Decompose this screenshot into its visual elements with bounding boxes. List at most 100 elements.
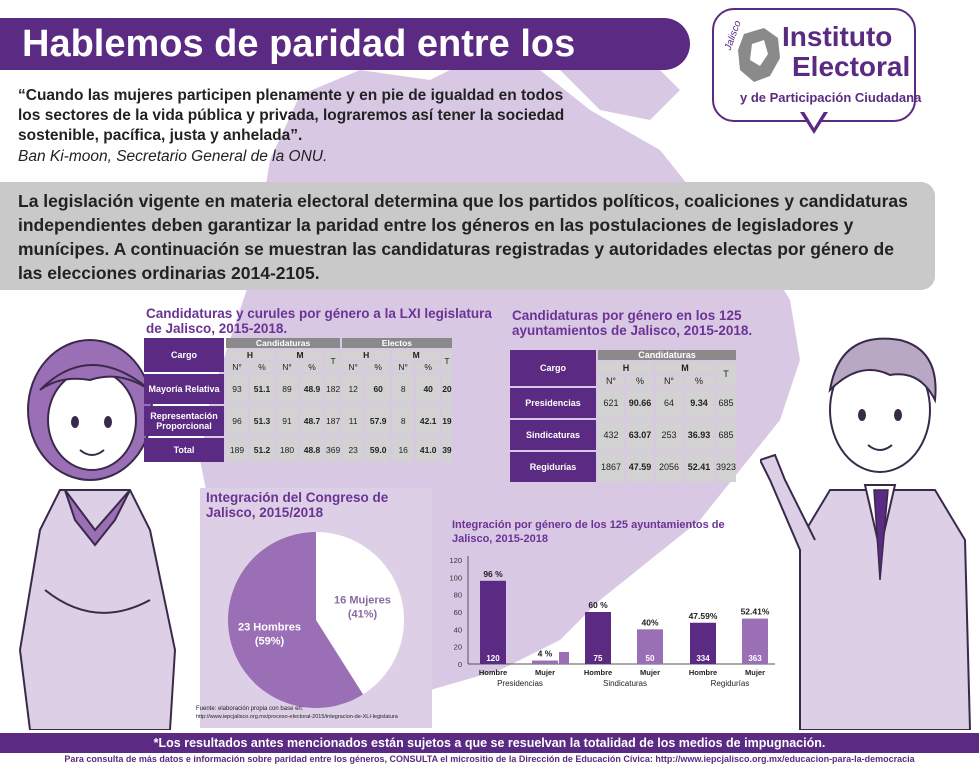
table-row: Presidencias 621 90.66 64 9.34 685	[510, 388, 737, 418]
table2-header-cargo: Cargo	[510, 350, 596, 386]
cell: 621	[598, 388, 624, 418]
bar-count-label: 334	[696, 654, 710, 663]
bar-count-label: 75	[594, 654, 603, 663]
logo-bubble-tail-inner	[803, 110, 825, 128]
cell: 685	[716, 420, 737, 450]
table1-h2: H	[342, 350, 391, 360]
cell: 8	[392, 374, 415, 404]
table2-pct: %	[684, 376, 714, 386]
y-tick-label: 20	[454, 643, 462, 652]
table2-h: H	[598, 362, 654, 374]
bar	[690, 622, 716, 664]
y-tick-label: 0	[458, 660, 462, 669]
table-row: Total 189 51.2 180 48.8 369 23 59.0 16 4…	[144, 438, 452, 462]
bar-group-label: Sindicaturas	[603, 679, 647, 688]
table2-m: M	[656, 362, 714, 374]
logo-line1: Instituto	[782, 21, 893, 52]
cell: 23	[342, 438, 365, 462]
table2-n: N°	[656, 376, 682, 386]
pie-slice-label: 16 Mujeres	[334, 595, 391, 607]
table-row: Regidurías 1867 47.59 2056 52.41 3923	[510, 452, 737, 482]
page-title: Hablemos de paridad entre los géneros	[0, 18, 690, 117]
cell: 182	[326, 374, 341, 404]
cell: 48.9	[300, 374, 324, 404]
cell: 685	[716, 388, 737, 418]
cell: 47.59	[626, 452, 654, 482]
row-label: Sindicaturas	[510, 420, 596, 450]
cell: 96	[226, 406, 248, 436]
row-label: Mayoría Relativa	[144, 374, 224, 404]
cell: 12	[342, 374, 365, 404]
bar-pct-label: 47.59%	[689, 611, 718, 621]
cell: 253	[656, 420, 682, 450]
table1-m1: M	[276, 350, 324, 360]
bar-count-label: 363	[748, 654, 762, 663]
cell: 90.66	[626, 388, 654, 418]
bar-pct-label: 96 %	[483, 569, 503, 579]
cell: 91	[276, 406, 298, 436]
pie-slice-sublabel: (59%)	[255, 635, 285, 647]
cell: 8	[392, 406, 415, 436]
table2-pct: %	[626, 376, 654, 386]
y-tick-label: 120	[449, 556, 462, 565]
cell: 93	[226, 374, 248, 404]
cell: 40	[416, 374, 441, 404]
bar-category-label: Mujer	[535, 668, 555, 677]
pie-chart: 16 Mujeres (41%) 23 Hombres (59%)	[227, 532, 404, 708]
table1-t2: T	[442, 350, 452, 372]
cell: 9.34	[684, 388, 714, 418]
pie-slice-sublabel: (41%)	[348, 609, 378, 621]
cell: 16	[392, 438, 415, 462]
jalisco-logo-icon	[738, 28, 780, 82]
cell: 48.7	[300, 406, 324, 436]
table1-h1: H	[226, 350, 274, 360]
row-label: Representación Proporcional	[144, 406, 224, 436]
cell: 42.1	[416, 406, 441, 436]
table1-header-cargo: Cargo	[144, 338, 224, 372]
bar-chart-title: Integración por género de los 125 ayunta…	[452, 519, 725, 545]
cell: 19	[442, 406, 452, 436]
footer-note: *Los resultados antes mencionados están …	[0, 733, 979, 753]
bar-group-label: Regidurías	[711, 679, 750, 688]
cell: 432	[598, 420, 624, 450]
cell: 51.3	[250, 406, 274, 436]
bar-pct-label: 40%	[641, 617, 658, 627]
table2-container: Cargo Candidaturas H M T N° % N° % Presi…	[508, 348, 738, 484]
table2-header-candidaturas: Candidaturas	[598, 350, 737, 360]
bar-count-label: 120	[486, 654, 500, 663]
cell: 60	[366, 374, 391, 404]
footer-link-text: Para consulta de más datos e información…	[64, 754, 915, 764]
cell: 1867	[598, 452, 624, 482]
cell: 59.0	[366, 438, 391, 462]
table2-t: T	[716, 362, 737, 386]
bar	[480, 580, 506, 664]
table1-n: N°	[226, 362, 248, 372]
cell: 189	[226, 438, 248, 462]
bar-category-label: Hombre	[584, 668, 612, 677]
bar-category-label: Mujer	[745, 668, 765, 677]
intro-paragraph: La legislación vigente en materia electo…	[0, 182, 935, 290]
cell: 369	[326, 438, 341, 462]
table1-pct: %	[300, 362, 324, 372]
municipal-table: Cargo Candidaturas H M T N° % N° % Presi…	[508, 348, 738, 484]
table-row: Representación Proporcional 96 51.3 91 4…	[144, 406, 452, 436]
table-row: Mayoría Relativa 93 51.1 89 48.9 182 12 …	[144, 374, 452, 404]
cell: 180	[276, 438, 298, 462]
cell: 48.8	[300, 438, 324, 462]
y-tick-label: 40	[454, 625, 462, 634]
man-illustration-icon	[760, 337, 972, 730]
cell: 52.41	[684, 452, 714, 482]
y-tick-label: 100	[449, 573, 462, 582]
cell: 64	[656, 388, 682, 418]
pie-chart-title: Integración del Congreso de Jalisco, 201…	[206, 490, 389, 520]
cell: 3923	[716, 452, 737, 482]
bar	[637, 629, 663, 664]
pie-slice	[227, 532, 364, 708]
table1-pct: %	[366, 362, 391, 372]
cell: 187	[326, 406, 341, 436]
row-label: Total	[144, 438, 224, 462]
cell: 57.9	[366, 406, 391, 436]
bar-category-label: Mujer	[640, 668, 660, 677]
table1-pct: %	[250, 362, 274, 372]
